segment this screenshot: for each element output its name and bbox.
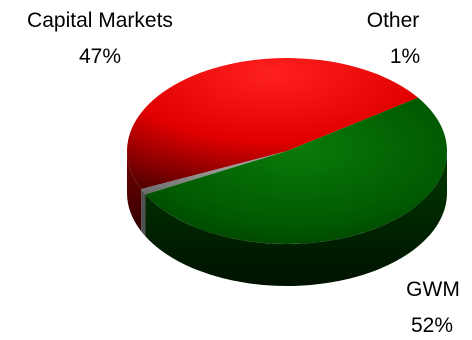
slice-value-capital-markets: 47% [79, 45, 121, 68]
slice-label-gwm: GWM [406, 278, 460, 301]
pie-side-gwm [145, 151, 448, 287]
slice-label-other: Other [367, 9, 420, 32]
pie-slice-other [141, 151, 287, 195]
slice-value-gwm: 52% [411, 314, 453, 337]
pie-side-other [141, 189, 146, 237]
pie-slice-gwm [145, 97, 447, 244]
pie-side-capital-markets [127, 151, 142, 232]
slice-value-other: 1% [390, 45, 420, 68]
slice-label-capital-markets: Capital Markets [27, 9, 173, 32]
pie-slice-capital-markets [126, 57, 419, 190]
